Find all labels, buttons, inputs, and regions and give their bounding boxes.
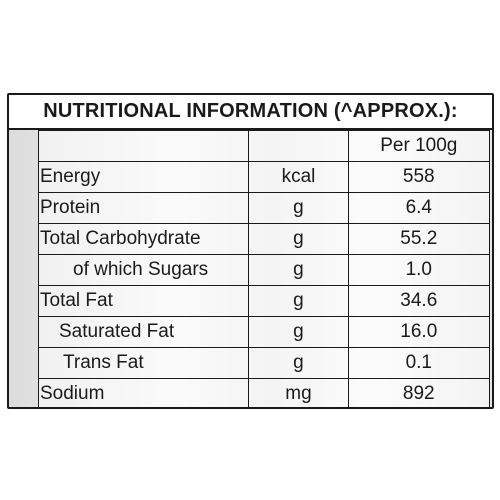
- nutrient-name: Total Fat: [37, 285, 250, 317]
- header-name-cell: [37, 130, 250, 162]
- nutrient-value: 892: [347, 378, 491, 407]
- nutrient-name: of which Sugars: [37, 254, 250, 286]
- nutrition-panel: NUTRITIONAL INFORMATION (^APPROX.): Per …: [7, 93, 494, 409]
- nutrient-value: 0.1: [347, 347, 491, 379]
- nutrition-table: Per 100g Energy kcal 558 Protein g 6.4 T…: [37, 130, 491, 407]
- nutrient-value: 16.0: [347, 316, 491, 348]
- nutrient-value: 1.0: [347, 254, 491, 286]
- nutrient-value: 34.6: [347, 285, 491, 317]
- nutrient-name: Sodium: [37, 378, 250, 407]
- header-per-100g: Per 100g: [347, 130, 491, 162]
- nutrient-name: Trans Fat: [37, 347, 250, 379]
- nutrient-unit: kcal: [248, 161, 349, 193]
- table-row: Saturated Fat g 16.0: [37, 316, 491, 348]
- header-unit-cell: [248, 130, 349, 162]
- nutrient-unit: g: [248, 254, 349, 286]
- nutrient-name: Protein: [37, 192, 250, 224]
- nutrient-value: 6.4: [347, 192, 491, 224]
- nutrient-unit: mg: [248, 378, 349, 407]
- table-row: Protein g 6.4: [37, 192, 491, 224]
- nutrient-value: 55.2: [347, 223, 491, 255]
- table-row: Sodium mg 892: [37, 378, 491, 407]
- table-row: Total Carbohydrate g 55.2: [37, 223, 491, 255]
- nutrient-name: Energy: [37, 161, 250, 193]
- nutrient-unit: g: [248, 347, 349, 379]
- table-row: Total Fat g 34.6: [37, 285, 491, 317]
- nutrient-name: Saturated Fat: [37, 316, 250, 348]
- nutrient-value: 558: [347, 161, 491, 193]
- nutrient-unit: g: [248, 316, 349, 348]
- table-row: Trans Fat g 0.1: [37, 347, 491, 379]
- table-row: of which Sugars g 1.0: [37, 254, 491, 286]
- nutrient-unit: g: [248, 285, 349, 317]
- table-header-row: Per 100g: [37, 130, 491, 162]
- nutrient-unit: g: [248, 223, 349, 255]
- nutrition-title: NUTRITIONAL INFORMATION (^APPROX.):: [9, 95, 492, 130]
- table-row: Energy kcal 558: [37, 161, 491, 193]
- nutrient-unit: g: [248, 192, 349, 224]
- nutrient-name: Total Carbohydrate: [37, 223, 250, 255]
